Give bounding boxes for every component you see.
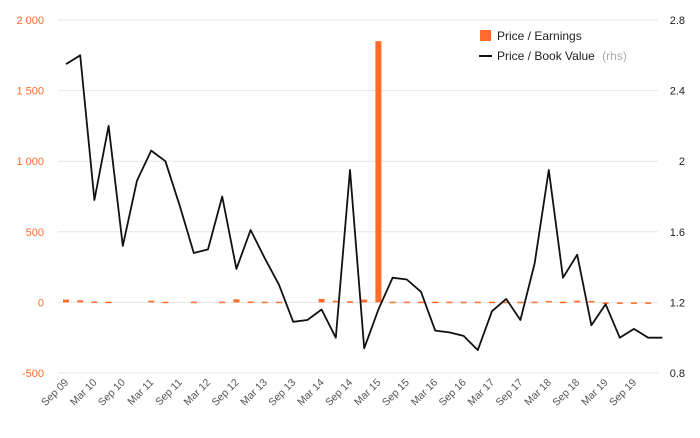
x-tick-label: Sep 10 bbox=[96, 377, 128, 409]
pe-bar bbox=[361, 299, 368, 303]
pe-bar bbox=[261, 301, 268, 304]
x-tick-label: Sep 09 bbox=[39, 377, 71, 409]
pe-bar bbox=[77, 300, 84, 303]
legend-pe-label: Price / Earnings bbox=[497, 29, 582, 43]
x-tick-label: Sep 16 bbox=[437, 377, 469, 409]
left-tick-label: 0 bbox=[38, 297, 44, 309]
x-tick-label: Mar 13 bbox=[238, 377, 270, 409]
pe-bar bbox=[318, 298, 325, 303]
right-tick-label: 2 bbox=[679, 156, 685, 168]
x-tick-label: Mar 10 bbox=[68, 377, 100, 409]
pe-bar bbox=[418, 301, 424, 304]
pe-bar bbox=[631, 302, 637, 304]
pe-bar bbox=[432, 301, 439, 304]
pe-bar bbox=[503, 301, 510, 304]
pe-bar bbox=[403, 301, 410, 304]
x-tick-label: Mar 14 bbox=[295, 377, 327, 409]
x-tick-label: Mar 15 bbox=[352, 377, 384, 409]
pe-bar bbox=[531, 301, 538, 304]
x-tick-label: Sep 14 bbox=[323, 377, 355, 409]
pe-bar bbox=[105, 301, 112, 304]
pe-bar bbox=[276, 301, 282, 304]
x-tick-label: Mar 11 bbox=[125, 377, 156, 408]
pe-bar bbox=[162, 301, 169, 304]
pe-bar bbox=[460, 301, 467, 304]
right-y-axis: 2.8 2.4 2 1.6 1.2 0.8 bbox=[670, 15, 685, 380]
left-tick-label: 1 000 bbox=[16, 156, 44, 168]
x-tick-label: Sep 18 bbox=[550, 377, 582, 409]
x-tick-label: Sep 13 bbox=[266, 377, 298, 409]
left-y-axis: 2 000 1 500 1 000 500 0 -500 bbox=[16, 15, 44, 380]
pe-bar bbox=[545, 300, 552, 303]
pe-bar bbox=[63, 299, 69, 303]
legend-pe-swatch bbox=[480, 30, 491, 41]
pe-bar bbox=[91, 301, 98, 304]
pe-bar bbox=[148, 300, 155, 303]
right-tick-label: 2.8 bbox=[670, 15, 685, 27]
right-tick-label: 2.4 bbox=[670, 86, 685, 98]
x-tick-label: Mar 18 bbox=[522, 377, 554, 409]
left-tick-label: 500 bbox=[26, 227, 44, 239]
right-tick-label: 1.2 bbox=[670, 297, 685, 309]
pe-bar bbox=[517, 301, 524, 304]
pe-bar bbox=[190, 301, 197, 304]
x-tick-label: Sep 12 bbox=[210, 377, 242, 409]
legend: Price / Earnings Price / Book Value (rhs… bbox=[479, 29, 627, 63]
pe-bar bbox=[489, 301, 495, 304]
pe-bar bbox=[219, 301, 226, 304]
pe-bar bbox=[474, 301, 481, 304]
pe-bar bbox=[347, 301, 353, 303]
x-tick-label: Sep 15 bbox=[380, 377, 412, 409]
pe-bar bbox=[616, 302, 623, 304]
x-tick-label: Mar 19 bbox=[579, 377, 611, 409]
x-tick-label: Sep 17 bbox=[494, 377, 526, 409]
pe-bar bbox=[602, 302, 609, 305]
x-tick-label: Sep 19 bbox=[607, 377, 639, 409]
pe-bar bbox=[247, 301, 254, 304]
pb-line-layer bbox=[65, 54, 663, 352]
legend-pb-label: Price / Book Value (rhs) bbox=[497, 49, 627, 63]
right-tick-label: 1.6 bbox=[670, 227, 685, 239]
grid-lines bbox=[58, 19, 658, 374]
legend-pb-name: Price / Book Value bbox=[497, 49, 595, 63]
pe-bar bbox=[332, 300, 339, 303]
legend-pb-suffix: (rhs) bbox=[602, 49, 627, 63]
pe-bar bbox=[574, 300, 581, 303]
pe-bar bbox=[645, 302, 652, 304]
pe-bar bbox=[588, 300, 595, 303]
x-tick-label: Mar 16 bbox=[409, 377, 441, 409]
x-tick-label: Mar 17 bbox=[466, 377, 498, 409]
pe-bar bbox=[446, 301, 453, 304]
pe-bar bbox=[560, 301, 566, 304]
left-tick-label: 2 000 bbox=[16, 15, 44, 27]
left-tick-label: 1 500 bbox=[16, 86, 44, 98]
pe-bar bbox=[233, 299, 240, 303]
x-tick-label: Mar 12 bbox=[182, 377, 214, 409]
pe-bar bbox=[389, 301, 396, 304]
pe-bar bbox=[375, 41, 382, 303]
pe-bars bbox=[63, 41, 652, 305]
x-tick-label: Sep 11 bbox=[153, 377, 185, 409]
pb-line bbox=[65, 54, 663, 352]
right-tick-label: 0.8 bbox=[670, 368, 685, 380]
left-tick-label: -500 bbox=[22, 368, 44, 380]
